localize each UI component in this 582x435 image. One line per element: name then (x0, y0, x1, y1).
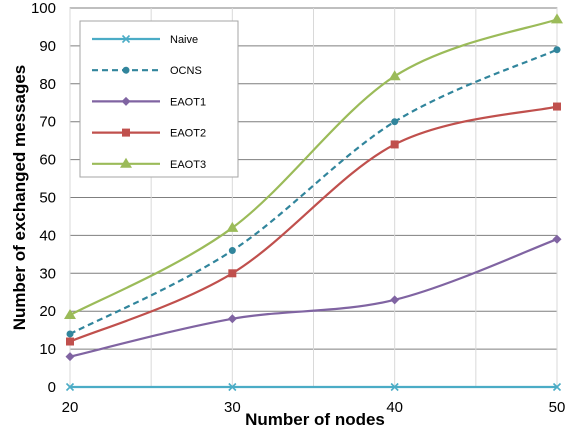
legend-item: OCNS (92, 65, 202, 77)
data-point (228, 269, 237, 278)
series-eaot3 (64, 13, 563, 319)
legend-marker (121, 96, 131, 106)
data-point (227, 314, 237, 324)
series-ocns (66, 46, 561, 338)
legend-item: EAOT3 (92, 157, 206, 171)
y-tick-label: 50 (39, 190, 56, 207)
y-tick-label: 20 (39, 303, 56, 320)
legend-marker (122, 128, 130, 137)
data-point (390, 295, 400, 305)
legend-item: Naive (92, 34, 198, 46)
legend-item: EAOT2 (92, 128, 206, 140)
legend-marker (120, 157, 132, 168)
data-point (391, 118, 399, 126)
data-point (553, 102, 561, 111)
data-point (65, 382, 75, 392)
series-naive (65, 382, 562, 392)
y-axis-title: Number of exchanged messages (10, 65, 29, 330)
series-line (69, 48, 558, 335)
series-eaot2 (66, 102, 561, 346)
legend-label: EAOT1 (170, 96, 206, 108)
legend: Naive OCNS EAOT1 EAOT2 EAOT3 (79, 20, 239, 178)
y-tick-label: 90 (39, 38, 56, 55)
series-group (64, 13, 563, 392)
y-tick-label: 40 (39, 227, 56, 244)
data-point (553, 46, 561, 54)
y-tick-label: 80 (39, 76, 56, 93)
x-tick-label: 30 (224, 399, 241, 416)
legend-label: OCNS (170, 65, 202, 77)
data-point (388, 70, 401, 81)
data-point (226, 221, 239, 232)
data-point (390, 140, 399, 149)
series-eaot1 (65, 234, 562, 362)
y-tick-label: 70 (39, 114, 56, 131)
data-point (65, 352, 75, 362)
data-point (390, 382, 399, 392)
x-tick-label: 20 (62, 399, 79, 416)
x-tick-label: 40 (386, 399, 403, 416)
legend-label: Naive (170, 34, 198, 46)
y-tick-label: 60 (39, 152, 56, 169)
series-line (69, 238, 558, 358)
series-line (69, 18, 558, 316)
series-line (69, 105, 558, 343)
data-point (66, 330, 74, 338)
data-point (552, 234, 562, 244)
y-tick-label: 30 (39, 265, 56, 282)
data-point (228, 382, 237, 392)
legend-label: EAOT2 (170, 128, 206, 140)
y-tick-label: 10 (39, 341, 56, 358)
data-point (551, 13, 563, 24)
data-point (552, 382, 562, 392)
legend-marker (121, 34, 131, 44)
legend-label: EAOT3 (170, 159, 206, 171)
data-point (66, 337, 74, 346)
data-point (228, 247, 236, 255)
axes: 0 10 20 30 40 50 60 70 80 90 100 20 30 40 50 (31, 0, 565, 416)
data-point (64, 308, 76, 319)
legend-marker (122, 66, 130, 74)
y-tick-label: 0 (48, 379, 56, 396)
x-axis-title: Number of nodes (245, 410, 385, 429)
legend-box (79, 20, 239, 178)
legend-item: EAOT1 (92, 96, 206, 108)
y-tick-label: 100 (31, 0, 56, 17)
x-tick-label: 50 (549, 399, 566, 416)
